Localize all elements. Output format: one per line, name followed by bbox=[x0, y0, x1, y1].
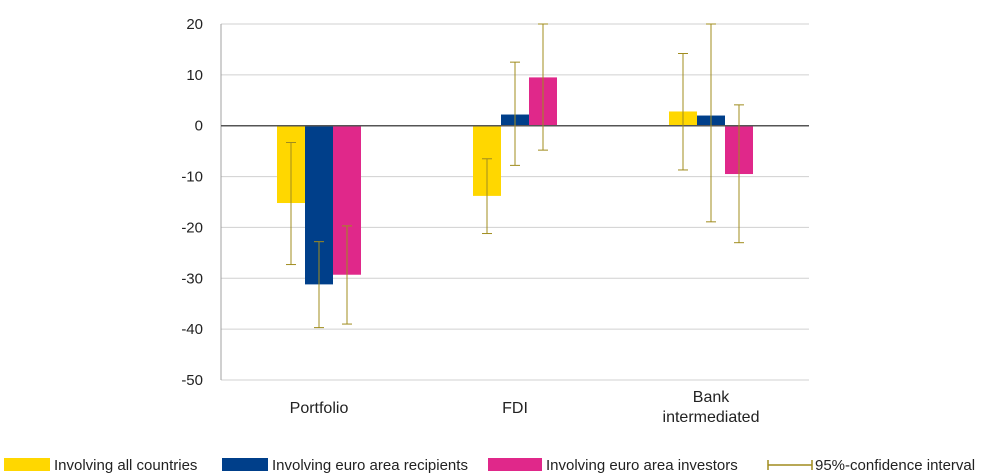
legend-label: Involving all countries bbox=[54, 457, 197, 474]
legend: Involving all countries Involving euro ar… bbox=[4, 457, 975, 474]
ci-legend-label: 95%-confidence interval bbox=[815, 457, 975, 474]
legend-swatch bbox=[4, 458, 50, 471]
legend-label: Involving euro area investors bbox=[546, 457, 738, 474]
y-tick-label: -50 bbox=[181, 372, 203, 389]
legend-swatch bbox=[222, 458, 268, 471]
x-category-label-line: intermediated bbox=[663, 409, 760, 426]
y-tick-label: -20 bbox=[181, 219, 203, 236]
confidence-intervals bbox=[286, 23, 744, 329]
x-category-label-line: FDI bbox=[502, 400, 528, 417]
x-category-label: Bank intermediated bbox=[663, 389, 760, 426]
x-category-label: Portfolio bbox=[290, 400, 349, 417]
y-tick-label: -10 bbox=[181, 169, 203, 186]
y-tick-label: -40 bbox=[181, 321, 203, 338]
y-tick-label: -30 bbox=[181, 270, 203, 287]
legend-swatch bbox=[488, 458, 542, 471]
y-axis-tick-labels: 20 10 0 -10 -20 -30 -40 -50 bbox=[181, 16, 203, 389]
y-tick-label: 0 bbox=[195, 118, 203, 135]
legend-label: Involving euro area recipients bbox=[272, 457, 468, 474]
x-axis-category-labels: Portfolio FDI Bank intermediated bbox=[290, 389, 760, 426]
y-tick-label: 20 bbox=[186, 16, 203, 33]
y-tick-label: 10 bbox=[186, 67, 203, 84]
x-category-label-line: Bank bbox=[693, 389, 730, 406]
x-category-label: FDI bbox=[502, 400, 528, 417]
x-category-label-line: Portfolio bbox=[290, 400, 349, 417]
